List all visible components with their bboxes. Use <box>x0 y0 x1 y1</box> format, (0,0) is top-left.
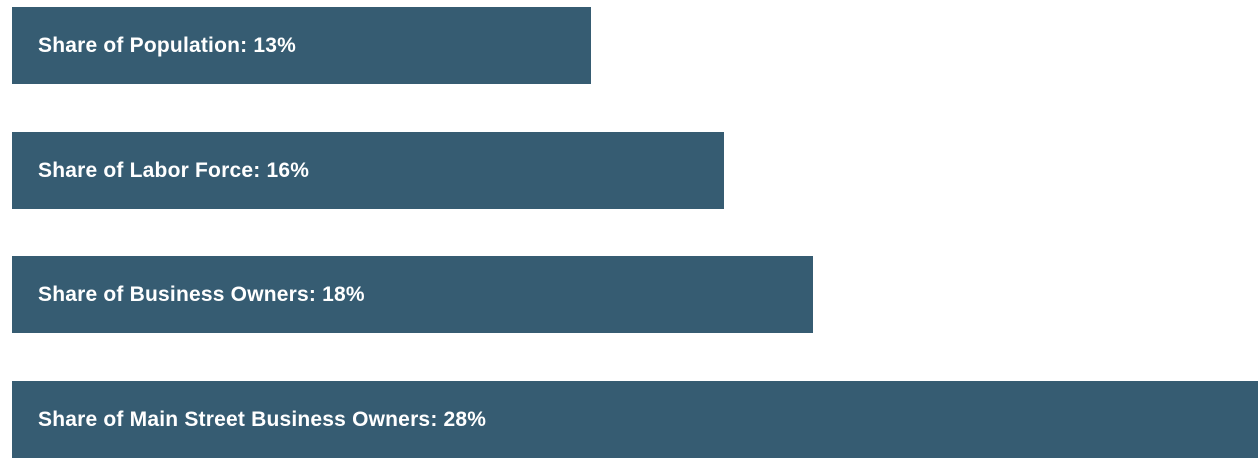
bar-label-share-of-labor-force: Share of Labor Force: 16% <box>38 158 310 182</box>
bar-label-share-of-population: Share of Population: 13% <box>38 33 296 57</box>
bar-share-of-main-street-business-owners: Share of Main Street Business Owners: 28… <box>12 381 1258 458</box>
bar-share-of-business-owners: Share of Business Owners: 18% <box>12 256 813 333</box>
bar-share-of-labor-force: Share of Labor Force: 16% <box>12 132 724 209</box>
bar-share-of-population: Share of Population: 13% <box>12 7 591 84</box>
bar-label-share-of-main-street-business-owners: Share of Main Street Business Owners: 28… <box>38 407 487 431</box>
bar-label-share-of-business-owners: Share of Business Owners: 18% <box>38 282 365 306</box>
